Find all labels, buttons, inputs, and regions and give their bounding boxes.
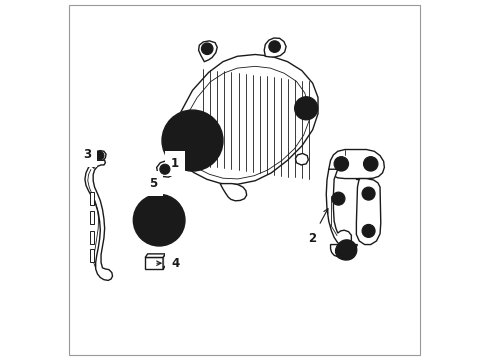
Polygon shape <box>89 231 94 244</box>
Polygon shape <box>163 254 165 269</box>
Circle shape <box>204 46 210 51</box>
Text: 5: 5 <box>149 177 157 192</box>
Text: 2: 2 <box>307 209 327 244</box>
Polygon shape <box>330 244 357 257</box>
Polygon shape <box>145 257 163 269</box>
Polygon shape <box>295 153 308 165</box>
Circle shape <box>333 157 348 171</box>
Circle shape <box>185 135 199 148</box>
Polygon shape <box>328 149 384 179</box>
Circle shape <box>365 228 371 234</box>
Circle shape <box>331 192 344 205</box>
Circle shape <box>162 110 223 171</box>
Polygon shape <box>94 150 106 160</box>
Circle shape <box>170 120 214 164</box>
Polygon shape <box>89 192 94 205</box>
Circle shape <box>268 41 280 52</box>
Circle shape <box>363 157 377 171</box>
Circle shape <box>362 187 374 200</box>
Polygon shape <box>220 184 246 201</box>
Circle shape <box>182 131 203 152</box>
Circle shape <box>160 164 169 174</box>
Polygon shape <box>156 160 176 177</box>
Circle shape <box>294 97 317 120</box>
Circle shape <box>201 43 212 54</box>
Circle shape <box>336 240 356 260</box>
Polygon shape <box>89 211 94 224</box>
Circle shape <box>188 138 196 145</box>
Circle shape <box>167 116 217 166</box>
Circle shape <box>339 247 348 255</box>
Circle shape <box>337 160 344 167</box>
Polygon shape <box>325 169 351 246</box>
Circle shape <box>174 123 211 160</box>
Circle shape <box>149 211 168 229</box>
Circle shape <box>177 127 207 157</box>
Polygon shape <box>89 249 94 262</box>
Text: 3: 3 <box>83 148 94 168</box>
Circle shape <box>156 218 162 223</box>
Circle shape <box>340 244 352 256</box>
Circle shape <box>95 151 104 160</box>
Circle shape <box>365 190 371 197</box>
Polygon shape <box>85 159 112 280</box>
Text: 4: 4 <box>156 257 179 270</box>
Circle shape <box>133 194 184 246</box>
Circle shape <box>154 215 164 225</box>
Circle shape <box>362 225 374 237</box>
Circle shape <box>142 203 176 237</box>
Circle shape <box>146 207 172 233</box>
Circle shape <box>335 242 352 260</box>
Text: 1: 1 <box>171 154 189 170</box>
Circle shape <box>335 195 341 202</box>
Polygon shape <box>356 179 380 244</box>
Polygon shape <box>264 38 285 57</box>
Circle shape <box>298 101 313 116</box>
Circle shape <box>137 199 180 242</box>
Polygon shape <box>198 41 217 62</box>
Circle shape <box>366 160 373 167</box>
Circle shape <box>271 44 277 49</box>
Polygon shape <box>145 254 165 257</box>
